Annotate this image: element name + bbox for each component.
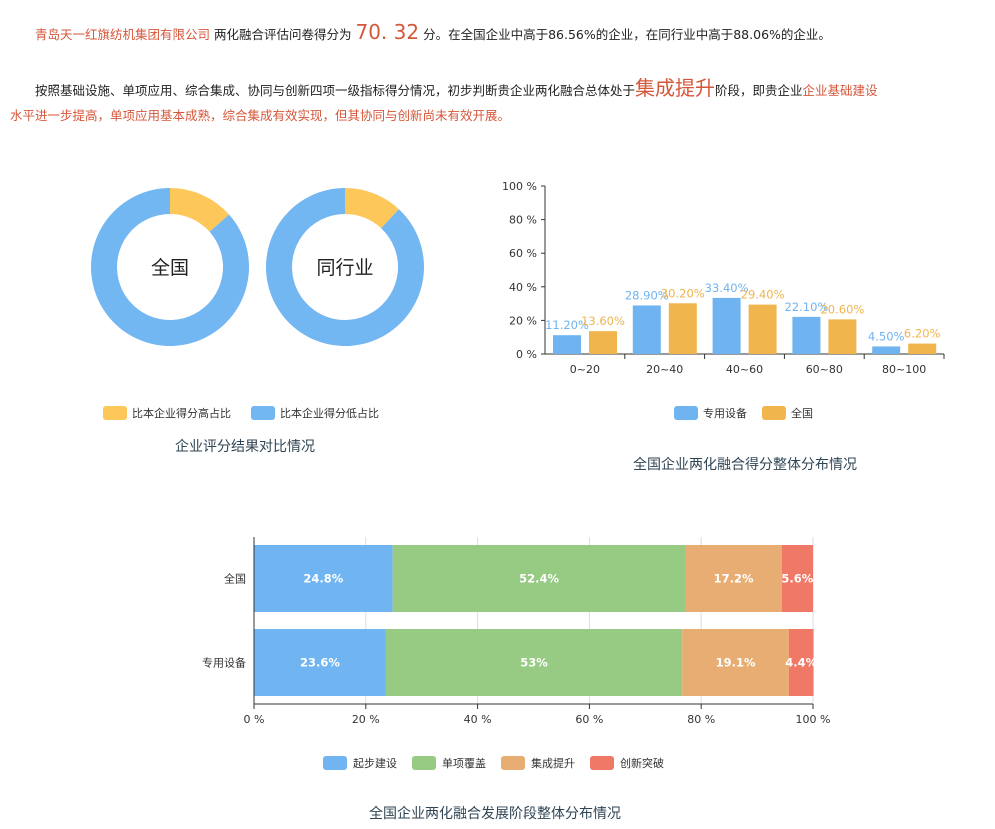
stacked-bar-segment [385, 629, 683, 696]
bar-data-label: 33.40% [705, 281, 749, 295]
score-value: 70. 32 [355, 20, 420, 44]
bar-data-label: 30.20% [661, 286, 705, 300]
x-tick-label: 0 % [244, 713, 265, 726]
chart-title: 企业评分结果对比情况 [175, 438, 315, 455]
x-tick-label: 40 % [464, 713, 492, 726]
x-tick-label: 20 % [352, 713, 380, 726]
stacked-bar-segment [685, 545, 782, 612]
bar-data-label: 6.20% [904, 327, 941, 341]
company-name: 青岛天一红旗纺机集团有限公司 [35, 27, 211, 42]
summary-line-2: 按照基础设施、单项应用、综合集成、协同与创新四项一级指标得分情况，初步判断贵企业… [35, 72, 878, 101]
x-tick-label: 80~100 [882, 363, 926, 376]
segment-label: 17.2% [714, 572, 754, 586]
donut-slice [345, 188, 399, 229]
x-tick-label: 60 % [575, 713, 603, 726]
x-tick-label: 80 % [687, 713, 715, 726]
x-tick-label: 40~60 [726, 363, 763, 376]
legend-swatch [590, 756, 614, 770]
legend-label: 单项覆盖 [442, 756, 486, 770]
bar [589, 331, 617, 354]
chart-title: 全国企业两化融合发展阶段整体分布情况 [369, 805, 621, 822]
bar [668, 303, 697, 354]
legend-swatch [674, 406, 698, 420]
bar [712, 297, 741, 354]
legend-label: 专用设备 [703, 406, 747, 420]
bar [908, 343, 937, 354]
donut-center-label: 同行业 [316, 257, 373, 279]
donut-slice [266, 188, 425, 347]
stacked-bar-segment [682, 629, 789, 696]
y-tick-label: 100 % [502, 180, 537, 193]
x-tick-label: 100 % [796, 713, 831, 726]
summary-text: 阶段，即贵企业 [715, 83, 803, 98]
donut-slice [91, 188, 250, 347]
stacked-bar-segment [781, 545, 813, 612]
bar [828, 319, 857, 354]
summary-line-1: 青岛天一红旗纺机集团有限公司 两化融合评估问卷得分为 70. 32 分。在全国企… [35, 20, 831, 44]
y-tick-label: 0 % [516, 348, 537, 361]
segment-label: 23.6% [300, 656, 340, 670]
stacked-bar-segment [254, 545, 393, 612]
summary-text: 分。在全国企业中高于86.56%的企业，在同行业中高于88.06%的企业。 [419, 27, 831, 42]
stage-value: 集成提升 [635, 76, 716, 100]
x-tick-label: 20~40 [646, 363, 683, 376]
summary-highlight: 企业基础建设 [802, 83, 878, 98]
segment-label: 19.1% [716, 656, 756, 670]
y-category-label: 专用设备 [202, 656, 246, 670]
bar [632, 305, 661, 354]
legend-label: 起步建设 [353, 756, 397, 770]
y-tick-label: 60 % [509, 247, 537, 260]
segment-label: 4.4% [785, 656, 817, 670]
stacked-bar-segment [788, 629, 814, 696]
bar-data-label: 4.50% [868, 329, 905, 343]
legend-swatch [323, 756, 347, 770]
legend-swatch [251, 406, 275, 420]
y-tick-label: 40 % [509, 281, 537, 294]
bar [748, 304, 777, 354]
y-tick-label: 80 % [509, 214, 537, 227]
bar-data-label: 13.60% [581, 314, 625, 328]
donut-slice [170, 188, 230, 232]
bar-data-label: 22.10% [784, 300, 828, 314]
summary-line-3: 水平进一步提高，单项应用基本成熟，综合集成有效实现，但其协同与创新尚未有效开展。 [10, 108, 511, 123]
legend-label: 全国 [791, 406, 813, 420]
bar-data-label: 20.60% [820, 302, 864, 316]
legend-label: 比本企业得分低占比 [280, 406, 379, 420]
bar [872, 346, 901, 354]
stacked-bar-segment [392, 545, 686, 612]
stacked-bar-segment [254, 629, 386, 696]
legend-label: 创新突破 [620, 756, 664, 770]
bar-data-label: 29.40% [741, 288, 785, 302]
legend-swatch [103, 406, 127, 420]
bar [553, 335, 581, 354]
segment-label: 24.8% [303, 572, 343, 586]
chart-title: 全国企业两化融合得分整体分布情况 [633, 456, 857, 473]
y-tick-label: 20 % [509, 314, 537, 327]
y-category-label: 全国 [224, 572, 246, 586]
x-tick-label: 60~80 [806, 363, 843, 376]
segment-label: 52.4% [519, 572, 559, 586]
bar-data-label: 28.90% [625, 288, 669, 302]
segment-label: 5.6% [781, 572, 813, 586]
bar-data-label: 11.20% [545, 318, 589, 332]
donut-center-label: 全国 [151, 257, 189, 279]
legend-swatch [412, 756, 436, 770]
bar [792, 316, 821, 354]
summary-text: 按照基础设施、单项应用、综合集成、协同与创新四项一级指标得分情况，初步判断贵企业… [35, 83, 636, 98]
summary-text: 两化融合评估问卷得分为 [210, 27, 356, 42]
legend-label: 比本企业得分高占比 [132, 406, 231, 420]
legend-swatch [762, 406, 786, 420]
legend-label: 集成提升 [531, 756, 575, 770]
x-tick-label: 0~20 [570, 363, 600, 376]
segment-label: 53% [520, 656, 548, 670]
legend-swatch [501, 756, 525, 770]
